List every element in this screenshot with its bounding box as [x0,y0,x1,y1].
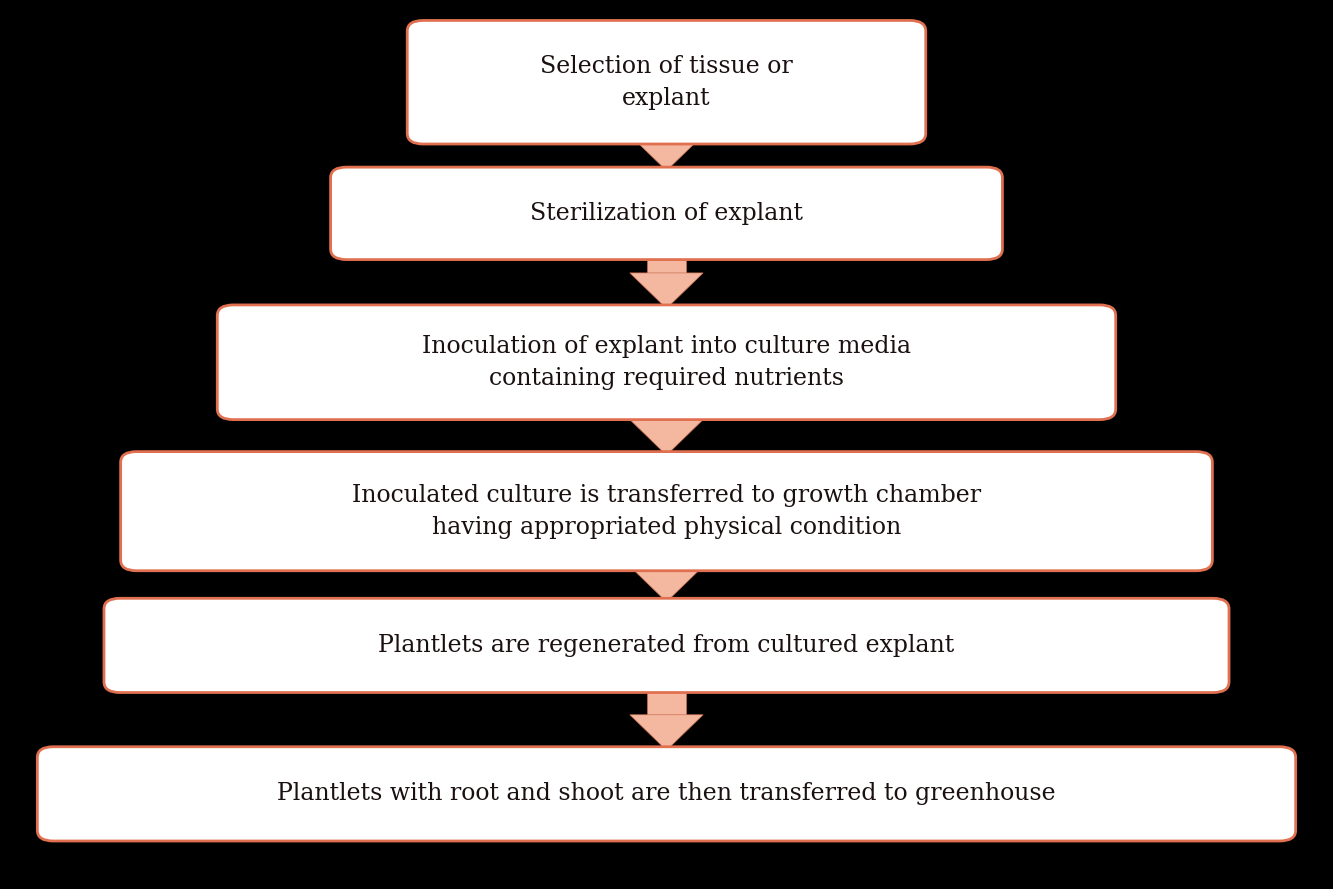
Text: Selection of tissue or
explant: Selection of tissue or explant [540,55,793,109]
Polygon shape [629,566,704,602]
FancyBboxPatch shape [104,598,1229,693]
Polygon shape [629,135,704,171]
Polygon shape [647,689,686,715]
Polygon shape [629,420,704,455]
Polygon shape [647,416,686,420]
FancyBboxPatch shape [37,747,1296,841]
Polygon shape [647,135,686,140]
Text: Plantlets are regenerated from cultured explant: Plantlets are regenerated from cultured … [379,634,954,657]
Text: Sterilization of explant: Sterilization of explant [531,202,802,225]
FancyBboxPatch shape [217,305,1116,420]
Text: Plantlets with root and shoot are then transferred to greenhouse: Plantlets with root and shoot are then t… [277,782,1056,805]
FancyBboxPatch shape [331,167,1002,260]
Polygon shape [629,715,704,750]
FancyBboxPatch shape [408,20,925,144]
Polygon shape [647,256,686,273]
FancyBboxPatch shape [120,452,1213,571]
Text: Inoculated culture is transferred to growth chamber
having appropriated physical: Inoculated culture is transferred to gro… [352,484,981,539]
Polygon shape [629,273,704,308]
Text: Inoculation of explant into culture media
containing required nutrients: Inoculation of explant into culture medi… [423,335,910,389]
